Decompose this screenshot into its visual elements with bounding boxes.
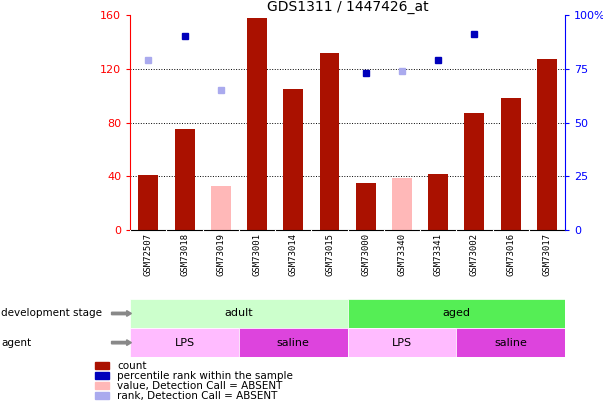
Bar <box>356 183 376 230</box>
Bar <box>347 328 456 357</box>
Text: LPS: LPS <box>174 338 195 347</box>
Text: GSM73001: GSM73001 <box>253 233 262 277</box>
Bar <box>130 328 239 357</box>
Text: value, Detection Call = ABSENT: value, Detection Call = ABSENT <box>117 381 282 391</box>
Bar <box>95 372 109 379</box>
Bar <box>428 174 448 230</box>
Bar <box>95 392 109 399</box>
Text: LPS: LPS <box>392 338 412 347</box>
Bar <box>392 178 412 230</box>
Text: development stage: development stage <box>1 309 102 318</box>
Bar <box>347 299 565 328</box>
Bar <box>139 175 159 230</box>
Text: count: count <box>117 361 147 371</box>
Text: aged: aged <box>443 309 470 318</box>
Text: adult: adult <box>225 309 253 318</box>
Text: GSM73341: GSM73341 <box>434 233 443 277</box>
Text: saline: saline <box>494 338 527 347</box>
Bar <box>537 60 557 230</box>
Bar <box>175 129 195 230</box>
Bar <box>247 18 267 230</box>
Bar <box>464 113 484 230</box>
Text: rank, Detection Call = ABSENT: rank, Detection Call = ABSENT <box>117 391 277 401</box>
Text: GSM72507: GSM72507 <box>144 233 153 277</box>
Text: GSM73018: GSM73018 <box>180 233 189 277</box>
Bar <box>95 382 109 389</box>
Text: GSM73014: GSM73014 <box>289 233 298 277</box>
Text: agent: agent <box>1 338 31 347</box>
Text: GSM73016: GSM73016 <box>506 233 515 277</box>
Bar <box>211 185 231 230</box>
Text: GSM73340: GSM73340 <box>397 233 406 277</box>
Bar <box>500 98 520 230</box>
Bar <box>456 328 565 357</box>
Text: GSM73017: GSM73017 <box>542 233 551 277</box>
Text: saline: saline <box>277 338 310 347</box>
Text: percentile rank within the sample: percentile rank within the sample <box>117 371 293 381</box>
Bar <box>95 362 109 369</box>
Text: GSM73002: GSM73002 <box>470 233 479 277</box>
Bar <box>283 89 303 230</box>
Text: GSM73000: GSM73000 <box>361 233 370 277</box>
Bar <box>320 53 339 230</box>
Text: GSM73015: GSM73015 <box>325 233 334 277</box>
Title: GDS1311 / 1447426_at: GDS1311 / 1447426_at <box>267 0 429 14</box>
Bar <box>130 299 347 328</box>
Text: GSM73019: GSM73019 <box>216 233 226 277</box>
Bar <box>239 328 347 357</box>
